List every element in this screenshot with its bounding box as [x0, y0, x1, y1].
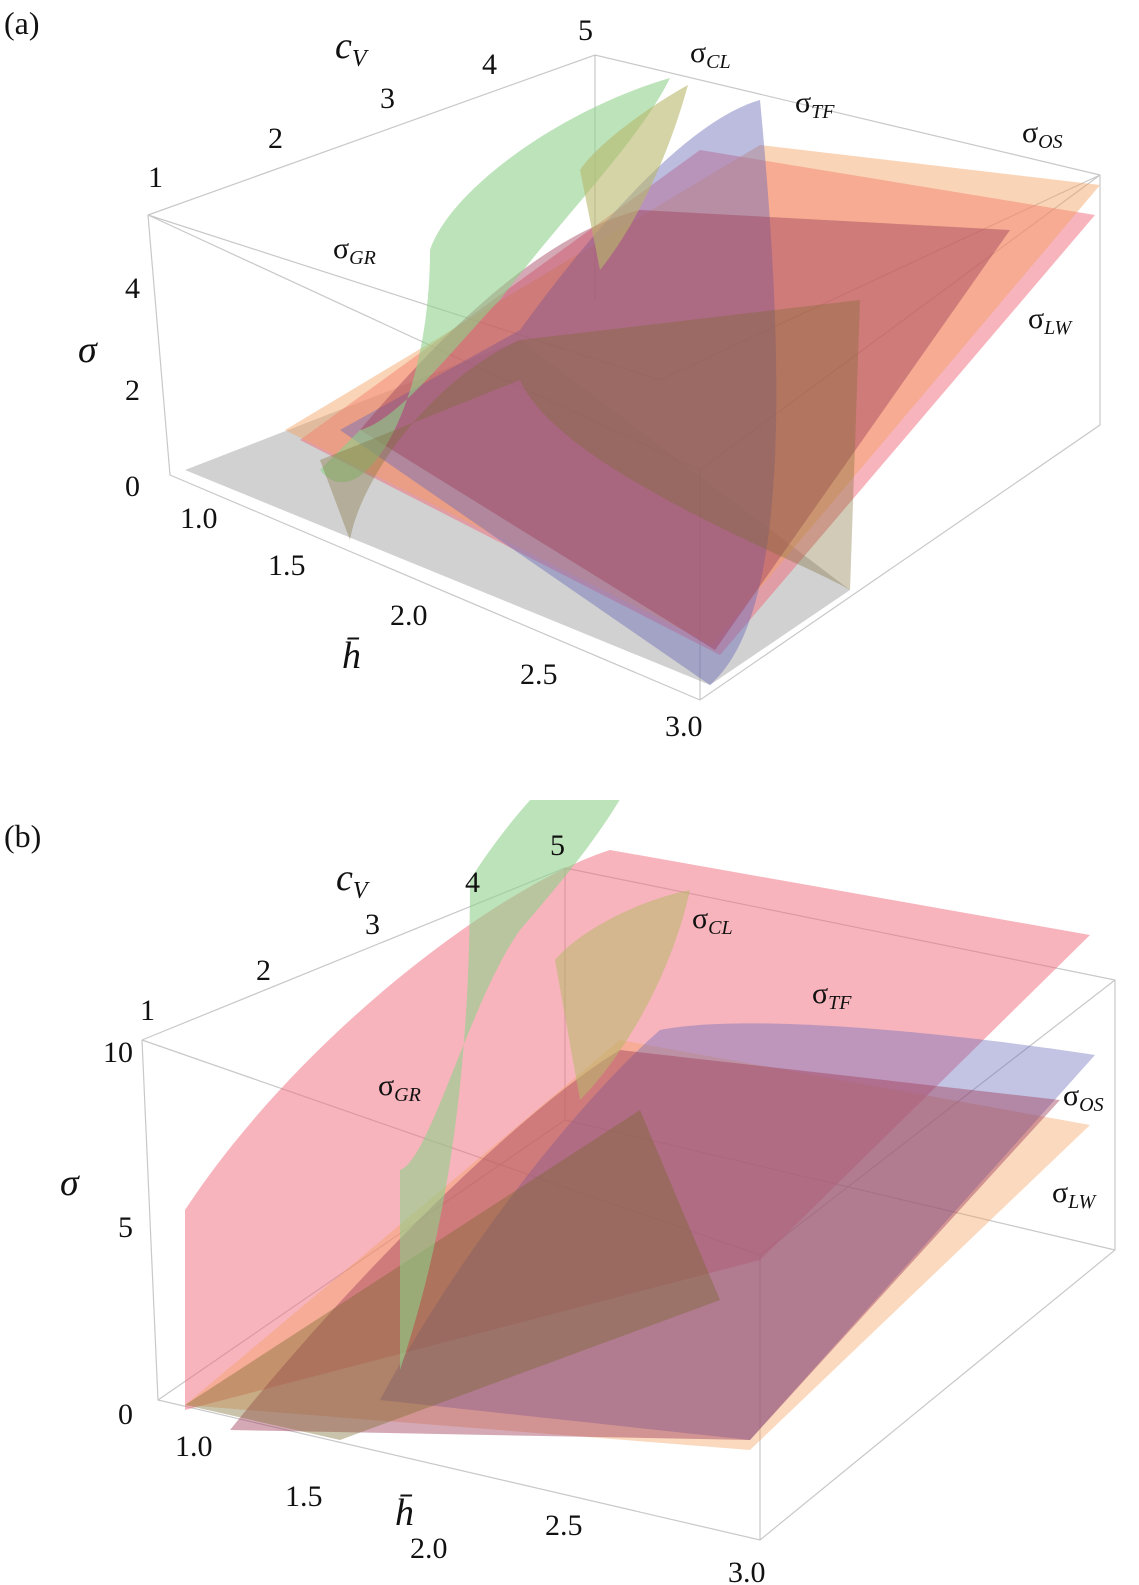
series-label: σGR	[378, 1069, 421, 1106]
chart-a-surfaces	[285, 78, 1100, 685]
z-tick: 4	[125, 272, 140, 305]
z-axis-label: σ	[60, 1162, 80, 1204]
y-tick: 4	[465, 866, 480, 899]
chart-b-y-ticks: 1 2 3 4 5	[140, 829, 565, 1027]
y-tick: 2	[268, 122, 283, 155]
x-tick: 2.5	[520, 658, 558, 691]
x-tick: 2.0	[410, 1532, 448, 1565]
z-axis-label: σ	[78, 329, 98, 371]
surface-a-cl	[320, 300, 860, 590]
series-label: σLW	[1052, 1176, 1098, 1213]
panel-label: (a)	[4, 5, 40, 41]
x-tick: 2.0	[390, 599, 428, 632]
z-tick: 10	[103, 1036, 133, 1069]
x-tick: 1.0	[175, 1430, 213, 1463]
x-tick: 1.0	[180, 502, 218, 535]
surface-a-tf	[340, 100, 777, 685]
chart-b-x-ticks: 1.0 1.5 2.0 2.5 3.0	[175, 1430, 766, 1585]
chart-b-z-ticks: 0 5 10	[103, 1036, 133, 1431]
series-label: σTF	[795, 86, 835, 123]
z-tick: 0	[125, 470, 140, 503]
chart-b-surfaces	[185, 800, 1095, 1450]
series-label: σOS	[1063, 1079, 1104, 1116]
y-tick: 4	[482, 48, 497, 81]
y-tick: 3	[380, 82, 395, 115]
series-label: σTF	[812, 977, 852, 1014]
series-label: σCL	[690, 36, 731, 73]
panel-b: 0 5 10 1.0 1.5 2.0 2.5 3.0 1 2 3 4 5 σ h…	[0, 800, 1139, 1585]
series-label: σOS	[1022, 116, 1063, 153]
series-label: σLW	[1028, 302, 1074, 339]
surface-b-gr	[400, 800, 620, 1370]
surface-a-big	[360, 210, 1010, 650]
z-tick: 5	[118, 1211, 133, 1244]
z-tick: 0	[118, 1398, 133, 1431]
x-axis-label: h̄	[342, 635, 361, 677]
surface-b-tf	[380, 1023, 1095, 1440]
panel-a: 0 2 4 1.0 1.5 2.0 2.5 3.0 1 2 3 4 5 σ h̄…	[0, 0, 1139, 780]
z-tick: 2	[125, 374, 140, 407]
series-label: σCL	[692, 902, 733, 939]
x-axis-label: h̄	[395, 1492, 414, 1534]
y-tick: 1	[140, 994, 155, 1027]
y-tick: 5	[578, 14, 593, 47]
y-tick: 1	[148, 161, 163, 194]
chart-a-x-ticks: 1.0 1.5 2.0 2.5 3.0	[180, 502, 703, 743]
x-tick: 1.5	[268, 549, 306, 582]
chart-a-z-ticks: 0 2 4	[125, 272, 140, 503]
y-tick: 3	[365, 908, 380, 941]
y-axis-label: cV	[336, 857, 370, 904]
surface-a-lw	[300, 150, 1095, 655]
surface-b-big	[230, 1050, 1060, 1440]
surface-a-cl2	[580, 85, 688, 270]
surface-b-yellow	[185, 1110, 720, 1440]
y-tick: 2	[256, 954, 271, 987]
x-tick: 1.5	[285, 1480, 323, 1513]
y-axis-label: cV	[335, 25, 369, 72]
x-tick: 2.5	[545, 1509, 583, 1542]
surface-b-cl	[555, 890, 690, 1100]
x-tick: 3.0	[665, 710, 703, 743]
chart-b-svg: 0 5 10 1.0 1.5 2.0 2.5 3.0 1 2 3 4 5 σ h…	[4, 800, 1116, 1585]
chart-a-svg: 0 2 4 1.0 1.5 2.0 2.5 3.0 1 2 3 4 5 σ h̄…	[4, 5, 1101, 743]
panel-label: (b)	[4, 818, 41, 854]
chart-a-y-ticks: 1 2 3 4 5	[148, 14, 593, 194]
x-tick: 3.0	[728, 1556, 766, 1585]
surface-b-os	[185, 1040, 1090, 1450]
surface-a-os	[285, 145, 1100, 645]
series-label: σGR	[333, 232, 376, 269]
y-tick: 5	[550, 829, 565, 862]
